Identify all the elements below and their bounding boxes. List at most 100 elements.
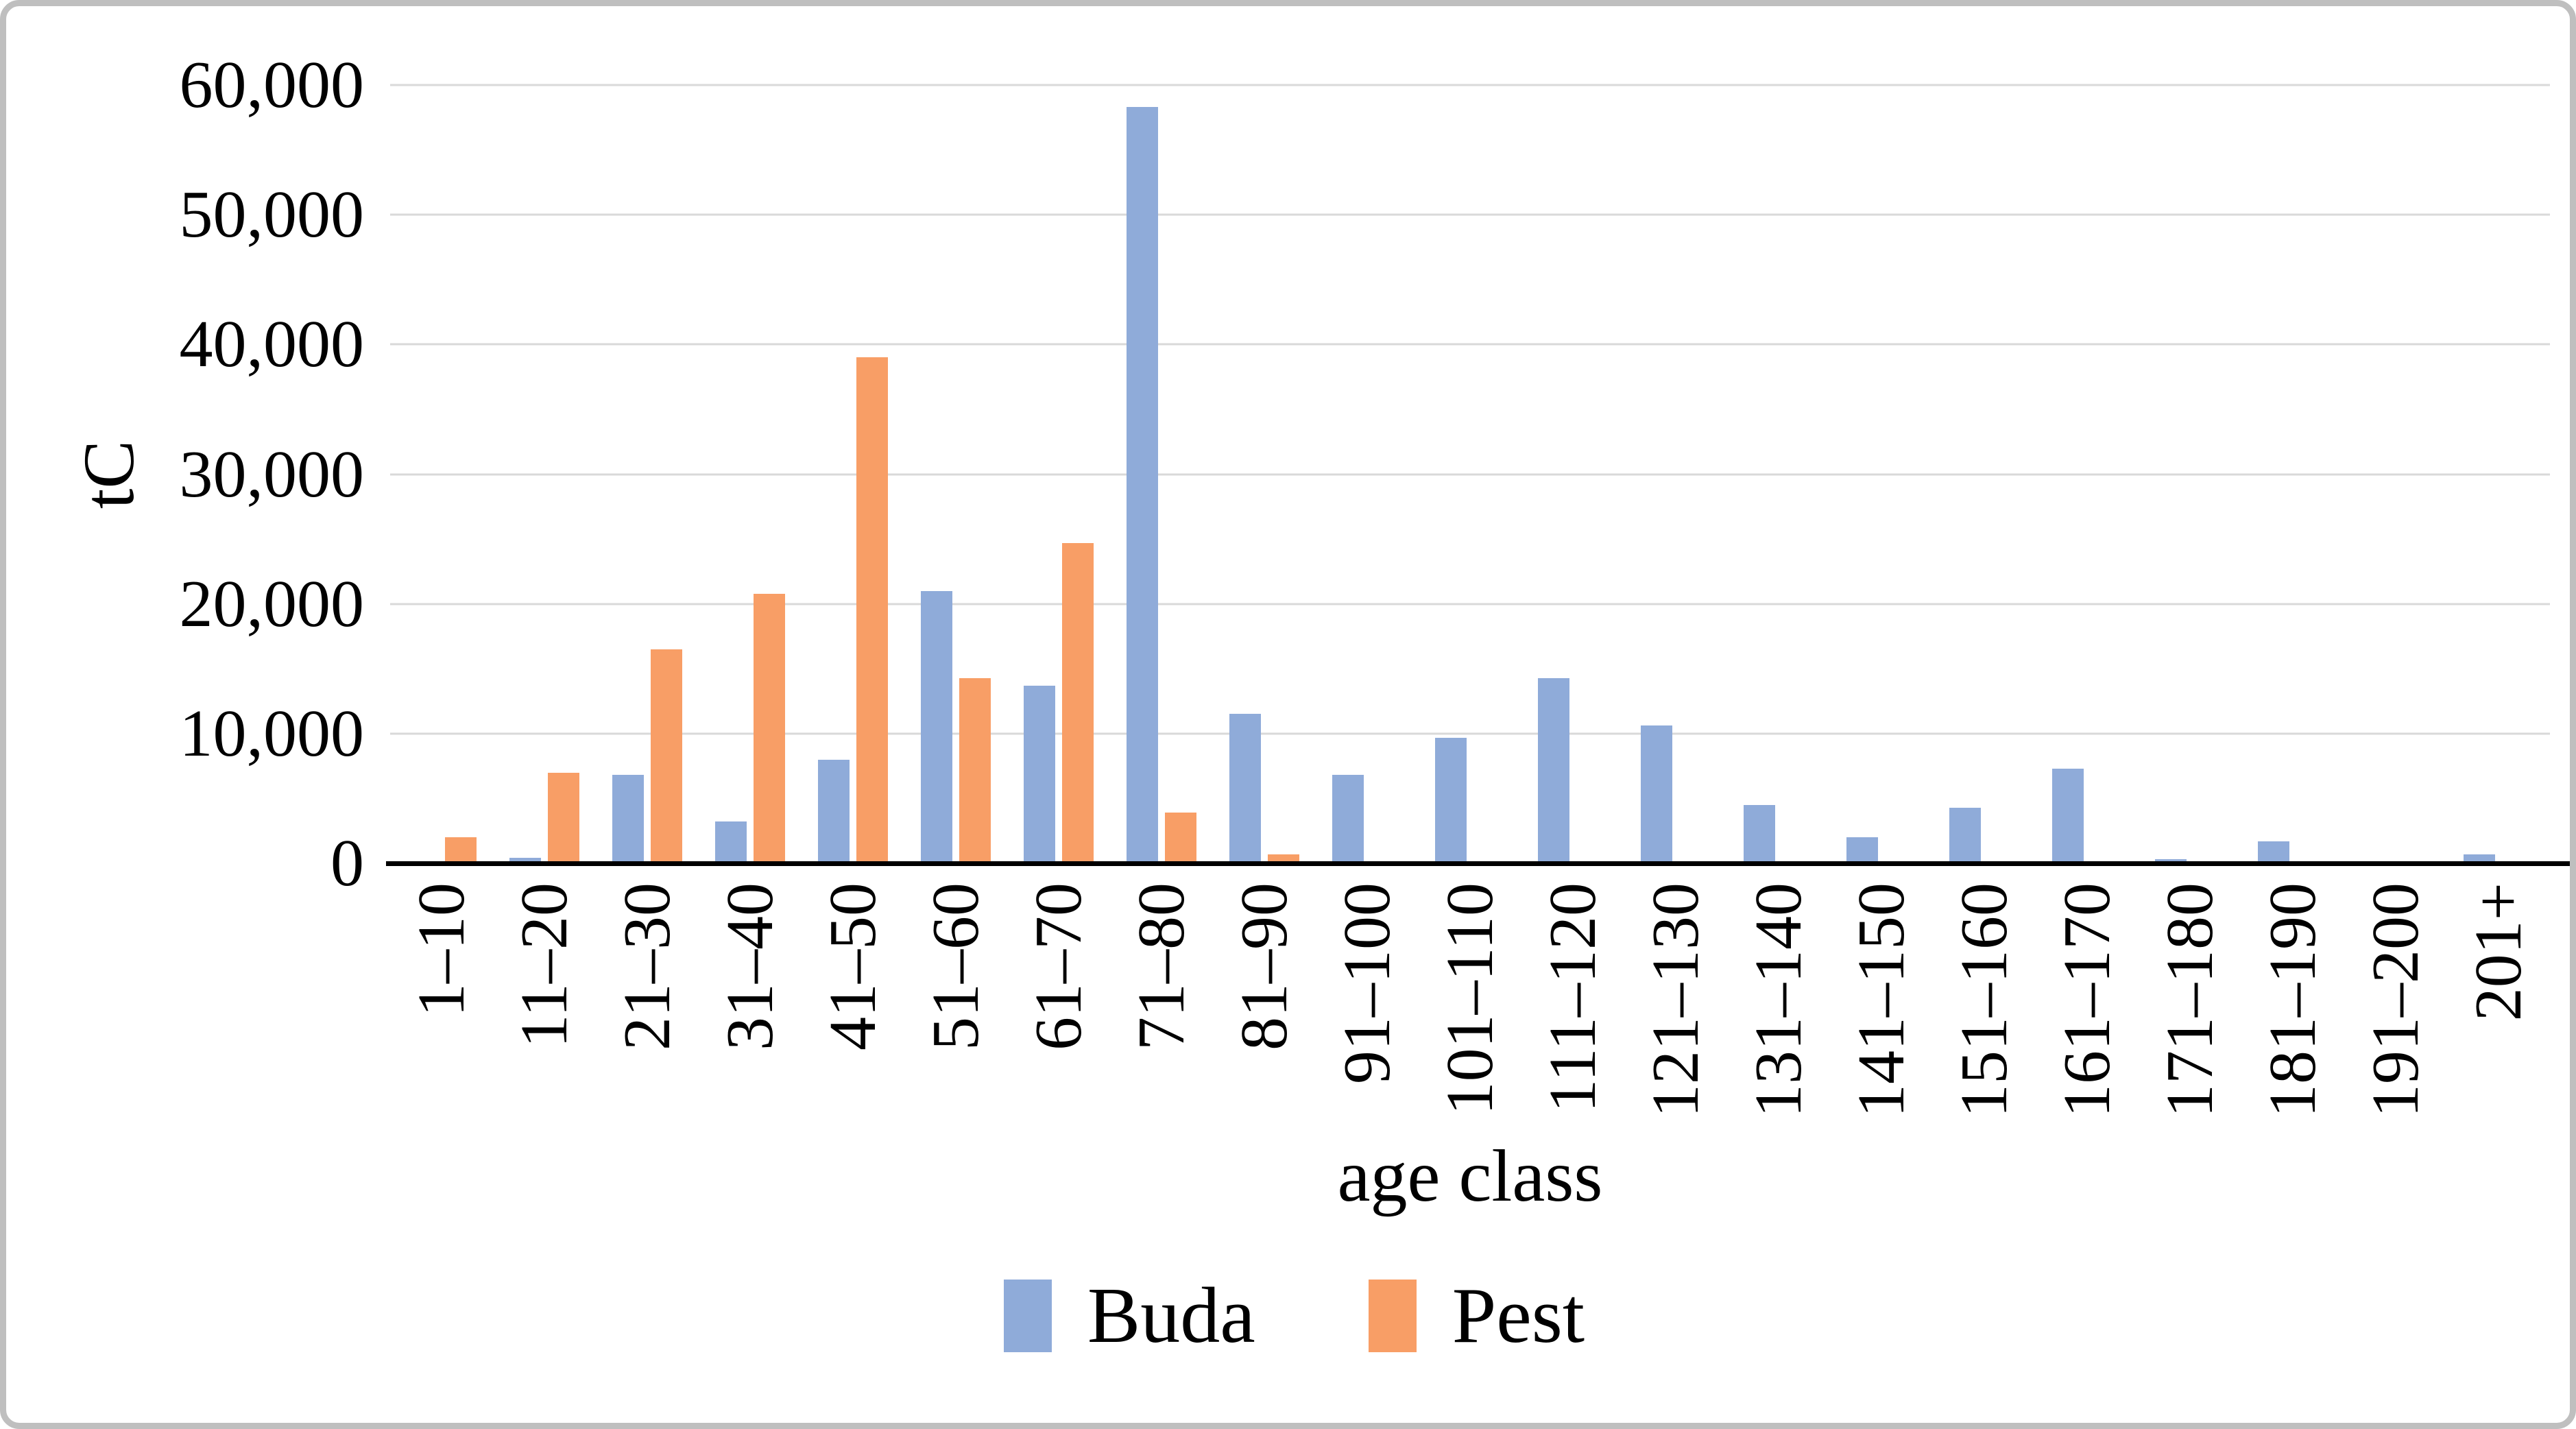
category-cell-121–130 [1624,85,1727,863]
category-cell-41–50 [802,85,904,863]
bar-pest-1–10 [445,837,477,863]
gridline-10000 [390,732,2550,735]
x-tick-21–30: 21–30 [596,882,699,1170]
x-tick-label: 191–200 [2359,882,2433,1118]
bar-buda-161–170 [2052,768,2084,863]
x-tick-label: 81–90 [1227,882,1301,1050]
category-cell-171–180 [2139,85,2241,863]
x-tick-11–20: 11–20 [493,882,596,1170]
x-tick-111–120: 111–120 [1521,882,1624,1170]
bar-pest-41–50 [856,357,888,863]
legend-item-pest: Pest [1368,1272,1585,1360]
bar-buda-11–20 [509,858,541,863]
gridline-30000 [390,473,2550,475]
legend-item-buda: Buda [1003,1276,1255,1356]
x-tick-61–70: 61–70 [1007,882,1110,1170]
x-axis-title: age class [1337,1136,1603,1217]
gridline-20000 [390,603,2550,605]
category-cell-1–10 [390,85,493,863]
legend-label-pest: Pest [1452,1272,1585,1360]
bar-buda-91–100 [1332,775,1364,863]
bar-series-area [390,85,2550,863]
x-tick-51–60: 51–60 [904,882,1007,1170]
category-cell-111–120 [1521,85,1624,863]
x-tick-label: 131–140 [1742,882,1816,1118]
x-tick-41–50: 41–50 [802,882,904,1170]
y-axis-tick-labels: 0 10,000 20,000 30,000 40,000 50,000 60,000 [6,51,365,897]
bar-buda-41–50 [818,759,850,863]
legend-swatch-buda [1003,1280,1052,1352]
category-cell-161–170 [2036,85,2139,863]
bar-buda-141–150 [1846,837,1878,863]
category-cell-61–70 [1007,85,1110,863]
x-tick-1–10: 1–10 [390,882,493,1170]
x-tick-151–160: 151–160 [1933,882,2036,1170]
x-tick-label: 71–80 [1124,882,1199,1050]
category-cell-201+ [2447,85,2550,863]
bar-buda-81–90 [1229,714,1261,863]
x-tick-161–170: 161–170 [2036,882,2139,1170]
x-tick-label: 1–10 [405,882,479,1017]
x-tick-label: 91–100 [1330,882,1404,1084]
bar-buda-111–120 [1538,677,1569,863]
x-tick-label: 181–190 [2256,882,2330,1118]
category-cell-51–60 [904,85,1007,863]
bar-buda-101–110 [1435,737,1467,863]
x-axis-tick-labels: 1–10 11–20 21–30 31–40 41–50 51–60 61–70 71–80 8… [390,882,2550,1170]
bar-buda-181–190 [2258,841,2289,863]
x-tick-label: 41–50 [816,882,890,1050]
x-tick-label: 111–120 [1536,882,1610,1113]
bar-pest-81–90 [1268,854,1299,863]
x-tick-171–180: 171–180 [2139,882,2241,1170]
bar-pest-61–70 [1062,542,1094,863]
category-cell-131–140 [1727,85,1830,863]
bar-buda-131–140 [1744,804,1775,863]
gridline-60000 [390,84,2550,86]
x-tick-label: 51–60 [919,882,993,1050]
y-tick-label-0: 0 [330,826,364,900]
x-tick-label: 151–160 [1947,882,2021,1118]
bar-pest-31–40 [754,593,785,863]
category-cell-101–110 [1419,85,1521,863]
bar-buda-21–30 [612,775,644,863]
x-tick-81–90: 81–90 [1213,882,1316,1170]
category-cell-11–20 [493,85,596,863]
x-tick-201+: 201+ [2447,882,2550,1170]
x-tick-label: 121–130 [1639,882,1713,1118]
bar-pest-11–20 [548,772,579,863]
bar-buda-151–160 [1949,807,1981,863]
bar-buda-71–80 [1127,107,1158,863]
category-cell-181–190 [2241,85,2344,863]
bar-buda-31–40 [715,821,747,863]
x-tick-191–200: 191–200 [2344,882,2447,1170]
category-cell-81–90 [1213,85,1316,863]
bar-buda-61–70 [1024,685,1055,863]
x-tick-181–190: 181–190 [2241,882,2344,1170]
bar-buda-201+ [2464,854,2495,863]
bar-pest-21–30 [651,649,682,863]
x-tick-label: 11–20 [507,882,581,1048]
x-tick-71–80: 71–80 [1110,882,1213,1170]
bar-buda-51–60 [921,590,952,863]
x-tick-label: 101–110 [1433,882,1507,1116]
category-cell-151–160 [1933,85,2036,863]
x-tick-label: 201+ [2461,882,2536,1022]
category-cell-141–150 [1830,85,1933,863]
x-tick-label: 161–170 [2050,882,2124,1118]
category-cell-91–100 [1316,85,1419,863]
x-tick-101–110: 101–110 [1419,882,1521,1170]
y-tick-label-40000: 40,000 [179,307,365,382]
x-tick-121–130: 121–130 [1624,882,1727,1170]
gridline-50000 [390,213,2550,216]
bar-pest-71–80 [1165,813,1196,863]
y-tick-label-10000: 10,000 [179,696,365,771]
y-tick-label-30000: 30,000 [179,437,365,512]
x-tick-91–100: 91–100 [1316,882,1419,1170]
y-tick-label-20000: 20,000 [179,566,365,641]
x-tick-131–140: 131–140 [1727,882,1830,1170]
plot-area [386,84,2570,866]
x-tick-label: 141–150 [1844,882,1918,1118]
category-cell-191–200 [2344,85,2447,863]
x-tick-141–150: 141–150 [1830,882,1933,1170]
